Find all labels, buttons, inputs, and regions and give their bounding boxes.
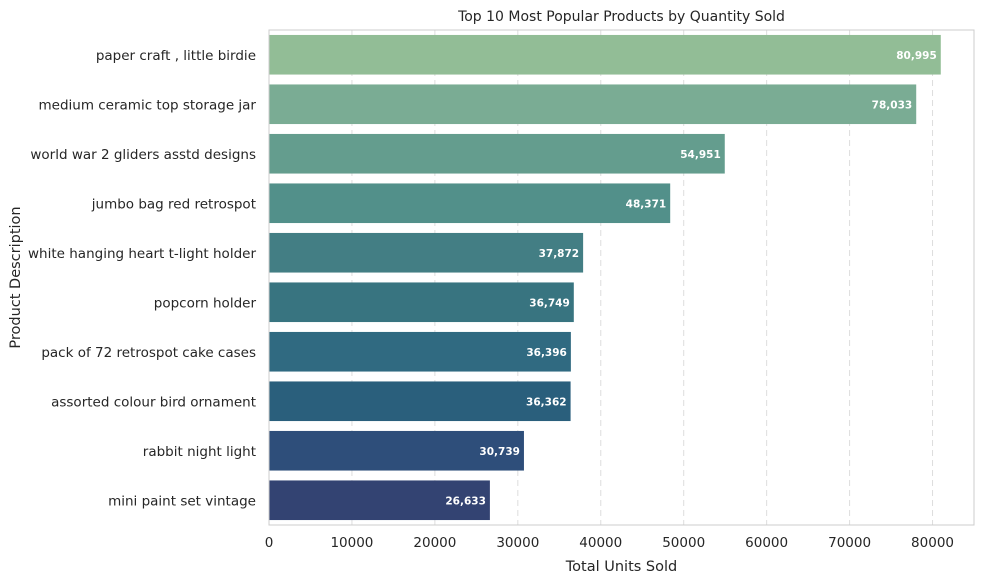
x-axis-label: Total Units Sold <box>565 559 677 575</box>
bar <box>269 232 584 273</box>
bar-value-label: 26,633 <box>445 495 486 507</box>
bar-value-label: 37,872 <box>539 248 580 260</box>
bar <box>269 480 490 521</box>
bar <box>269 430 524 471</box>
y-tick-labels: paper craft , little birdie medium cerami… <box>28 48 256 510</box>
bar-value-label: 80,995 <box>896 50 937 62</box>
x-tick-label: 70000 <box>828 535 871 551</box>
category-label: white hanging heart t-light holder <box>28 246 256 262</box>
bar <box>269 133 725 174</box>
x-tick-label: 80000 <box>911 535 954 551</box>
bar-value-label: 36,396 <box>526 347 567 359</box>
bar <box>269 183 671 224</box>
category-label: paper craft , little birdie <box>96 48 256 64</box>
category-label: pack of 72 retrospot cake cases <box>41 345 256 361</box>
x-tick-labels: 0 10000 20000 30000 40000 50000 60000 70000 8000… <box>265 535 954 551</box>
y-axis-label: Product Description <box>8 206 24 348</box>
bar-value-label: 36,749 <box>529 297 570 309</box>
plot-frame <box>268 29 975 526</box>
category-label: assorted colour bird ornament <box>51 394 256 410</box>
x-tick-label: 50000 <box>662 535 705 551</box>
category-label: world war 2 gliders asstd designs <box>30 147 256 163</box>
x-tick-label: 10000 <box>330 535 373 551</box>
chart-title: Top 10 Most Popular Products by Quantity… <box>457 9 785 25</box>
bar-value-label: 48,371 <box>626 198 667 210</box>
category-label: medium ceramic top storage jar <box>38 97 256 113</box>
category-label: popcorn holder <box>154 295 257 311</box>
category-label: mini paint set vintage <box>108 493 256 509</box>
x-tick-label: 40000 <box>579 535 622 551</box>
data-labels: 80,995 78,033 54,951 48,371 37,872 36,749 36,3… <box>445 50 936 508</box>
bar <box>269 84 917 125</box>
category-label: rabbit night light <box>143 444 256 460</box>
category-label: jumbo bag red retrospot <box>91 196 256 212</box>
bar-value-label: 30,739 <box>479 446 520 458</box>
bar-value-label: 36,362 <box>526 396 567 408</box>
x-tick-label: 30000 <box>496 535 539 551</box>
bar <box>269 331 571 372</box>
bar <box>269 34 941 75</box>
bar <box>269 381 571 422</box>
bar <box>269 282 574 323</box>
bar-value-label: 78,033 <box>872 99 913 111</box>
bar-value-label: 54,951 <box>680 149 721 161</box>
bars <box>269 34 941 521</box>
x-tick-label: 20000 <box>413 535 456 551</box>
x-tick-label: 0 <box>265 535 274 551</box>
x-tick-label: 60000 <box>745 535 788 551</box>
